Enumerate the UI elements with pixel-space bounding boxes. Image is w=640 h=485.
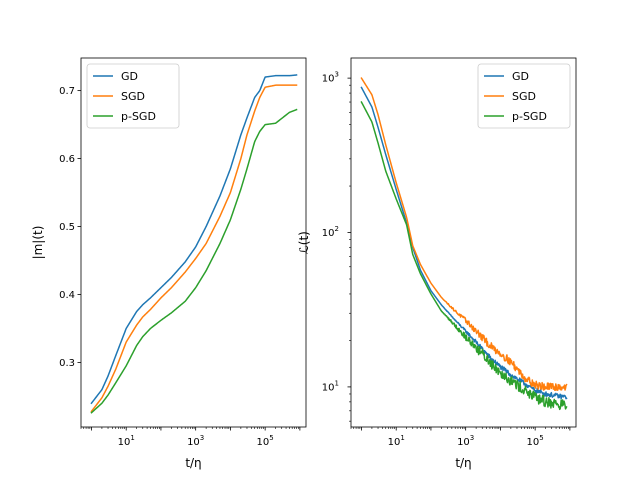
y-tick-label: 0.6 [59, 154, 75, 165]
series-line-sgd [360, 77, 568, 391]
y-tick-label-base: 10 [322, 74, 335, 85]
x-axis-label: t/η [455, 456, 471, 470]
x-tick-label-exponent: 3 [200, 434, 204, 442]
series-group [90, 74, 298, 414]
y-tick-label-exponent: 2 [335, 225, 339, 233]
series-line-p-sgd [90, 108, 298, 414]
legend: GD SGD p-SGD [477, 63, 571, 129]
axes-frame [350, 57, 577, 428]
x-tick-label: 103 [457, 434, 474, 448]
y-axis-label: ℒ(t) [297, 231, 311, 254]
y-tick-label-exponent: 3 [335, 71, 339, 79]
series-line-gd [90, 74, 298, 405]
legend-label-sgd: SGD [512, 90, 536, 103]
left-chart-panel: 101 103 1050.30.40.50.60.7t/η|m|(t)GDSGDp-… [31, 57, 307, 470]
y-tick-label: 0.7 [59, 86, 75, 97]
x-tick-label-base: 10 [187, 437, 200, 448]
y-axis-label: |m|(t) [31, 226, 45, 260]
y-tick-label: 101 [322, 379, 339, 393]
legend-label-gd: GD [512, 70, 529, 83]
y-tick-label-exponent: 1 [335, 379, 339, 387]
legend-label-p-sgd: p-SGD [512, 110, 547, 123]
y-tick-label: 0.4 [59, 290, 75, 301]
x-tick-label-base: 10 [388, 437, 401, 448]
series-group [360, 77, 568, 411]
x-tick-label: 103 [187, 434, 204, 448]
x-tick-label-base: 10 [257, 437, 270, 448]
legend-label-p-sgd: p-SGD [121, 110, 156, 123]
legend-label-sgd: SGD [121, 90, 145, 103]
x-tick-label-base: 10 [527, 437, 540, 448]
y-tick-label: 103 [322, 71, 339, 85]
x-tick-label-base: 10 [457, 437, 470, 448]
series-line-gd [360, 86, 568, 400]
x-tick-label-exponent: 5 [539, 434, 543, 442]
series-line-p-sgd [360, 101, 568, 411]
x-axis-label: t/η [185, 456, 201, 470]
x-tick-label-base: 10 [118, 437, 131, 448]
series-line-sgd [90, 84, 298, 413]
axes-frame [80, 57, 307, 428]
x-tick-label-exponent: 1 [130, 434, 134, 442]
y-tick-label-base: 10 [322, 228, 335, 239]
x-tick-label: 105 [527, 434, 544, 448]
legend-frame [477, 63, 571, 129]
y-tick-label: 0.5 [59, 222, 75, 233]
legend: GD SGD p-SGD [86, 63, 180, 129]
legend-label-gd: GD [121, 70, 138, 83]
y-tick-label: 0.3 [59, 358, 75, 369]
y-tick-label-base: 10 [322, 382, 335, 393]
x-tick-label-exponent: 5 [269, 434, 273, 442]
x-tick-label: 101 [118, 434, 135, 448]
x-tick-label-exponent: 1 [400, 434, 404, 442]
x-tick-label: 105 [257, 434, 274, 448]
x-tick-label: 101 [388, 434, 405, 448]
x-tick-label-exponent: 3 [470, 434, 474, 442]
y-tick-label: 102 [322, 225, 339, 239]
legend-frame [86, 63, 180, 129]
